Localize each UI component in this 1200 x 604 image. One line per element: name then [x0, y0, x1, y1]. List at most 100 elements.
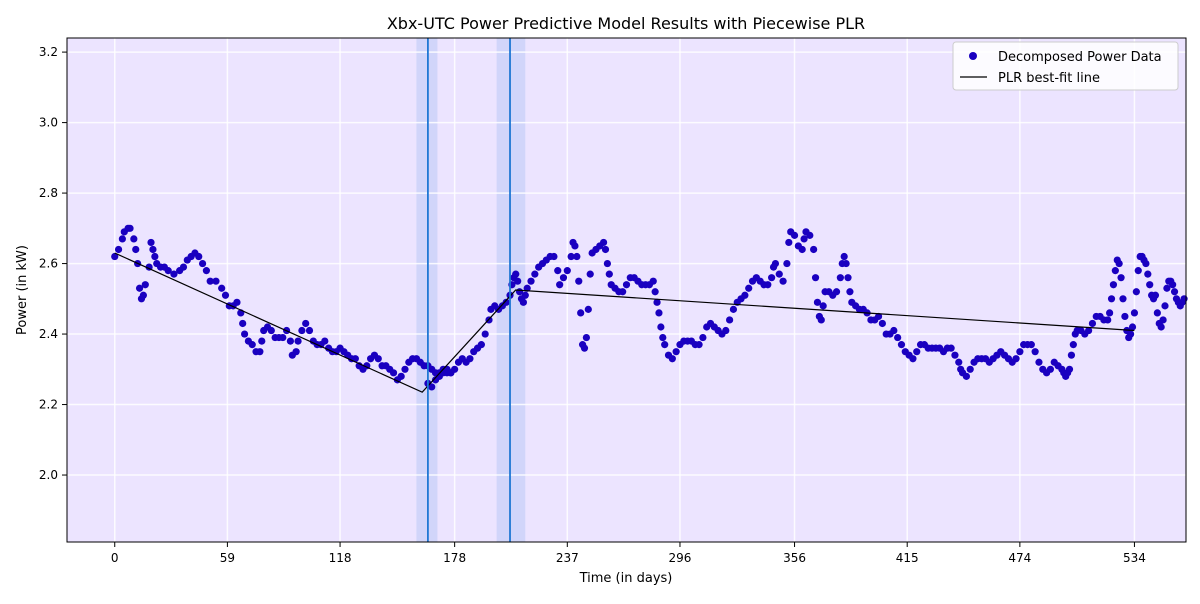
- data-point: [239, 319, 247, 328]
- data-point: [305, 326, 314, 335]
- data-point: [248, 341, 256, 349]
- data-point: [800, 235, 808, 243]
- data-point: [1016, 348, 1024, 356]
- data-point: [1127, 330, 1135, 338]
- data-point: [605, 270, 613, 278]
- data-point: [768, 274, 776, 282]
- data-point: [790, 231, 799, 239]
- data-point: [218, 284, 226, 292]
- data-point: [292, 348, 300, 356]
- data-point: [810, 245, 818, 254]
- x-tick-label: 356: [783, 551, 806, 565]
- data-point: [267, 326, 275, 335]
- data-point: [1161, 302, 1169, 310]
- data-point: [1104, 316, 1112, 324]
- data-point: [1180, 295, 1188, 303]
- data-point: [198, 259, 207, 268]
- data-point: [1128, 323, 1137, 331]
- plr-best-fit-line: [114, 252, 1135, 393]
- data-point: [890, 326, 898, 335]
- data-point: [955, 358, 963, 366]
- data-point: [601, 245, 610, 254]
- data-point: [1117, 274, 1125, 282]
- data-point: [695, 341, 703, 349]
- data-point: [672, 348, 680, 356]
- data-point: [649, 277, 657, 285]
- data-point: [798, 245, 806, 254]
- data-point: [114, 245, 123, 254]
- data-point: [531, 270, 539, 278]
- data-point: [1163, 284, 1171, 292]
- data-point: [1115, 259, 1123, 268]
- data-point: [1012, 355, 1020, 363]
- data-point: [842, 259, 850, 268]
- plot-background: [67, 38, 1186, 542]
- x-tick-label: 534: [1123, 551, 1146, 565]
- data-point: [374, 355, 382, 363]
- data-point: [118, 235, 126, 243]
- data-point: [111, 252, 119, 261]
- data-point: [559, 274, 568, 282]
- data-point: [212, 277, 220, 285]
- data-point: [514, 277, 522, 285]
- legend-label-decomposed: Decomposed Power Data: [998, 50, 1162, 65]
- data-point: [1121, 312, 1129, 321]
- data-point: [1119, 295, 1127, 303]
- data-point: [1031, 348, 1039, 356]
- data-point: [745, 284, 753, 292]
- chart-title: Xbx-UTC Power Predictive Model Results w…: [387, 14, 865, 33]
- data-point: [947, 344, 955, 352]
- data-point: [584, 305, 592, 313]
- data-point: [622, 281, 631, 289]
- data-point: [1027, 341, 1035, 349]
- data-point: [661, 341, 669, 349]
- data-point: [130, 235, 138, 243]
- data-point: [240, 330, 249, 338]
- data-point: [962, 372, 971, 380]
- data-point: [563, 267, 571, 275]
- data-point: [1035, 358, 1043, 366]
- changepoint-band-1: [416, 38, 438, 542]
- data-point: [556, 281, 564, 289]
- data-point: [1107, 295, 1116, 303]
- data-point: [321, 337, 329, 345]
- data-point: [233, 298, 241, 306]
- data-point: [519, 298, 527, 306]
- data-point: [527, 277, 535, 285]
- data-point: [298, 326, 306, 335]
- data-point: [126, 224, 134, 232]
- data-point: [722, 326, 730, 335]
- data-point: [813, 298, 822, 306]
- data-point: [1170, 288, 1179, 296]
- data-point: [139, 291, 147, 299]
- data-point: [1067, 351, 1076, 359]
- data-point: [302, 319, 310, 328]
- data-point: [575, 277, 583, 285]
- data-point: [577, 309, 585, 317]
- y-axis-label: Power (in kW): [15, 245, 30, 335]
- data-point: [554, 267, 562, 275]
- plot-frame: [66, 37, 1187, 543]
- data-point: [1169, 281, 1177, 289]
- data-point: [1085, 326, 1093, 335]
- data-point: [512, 270, 520, 278]
- data-point: [582, 333, 590, 342]
- data-point: [477, 341, 485, 349]
- x-tick-label: 59: [220, 551, 235, 565]
- y-tick-label: 3.2: [39, 45, 58, 59]
- data-point: [1111, 267, 1119, 275]
- data-point: [897, 341, 906, 349]
- data-point: [451, 365, 459, 373]
- data-point: [894, 333, 902, 342]
- data-point: [619, 288, 627, 296]
- data-point: [170, 270, 178, 278]
- data-point: [258, 337, 266, 345]
- data-point: [279, 333, 287, 342]
- data-point: [951, 351, 959, 359]
- data-point: [764, 281, 772, 289]
- data-point: [603, 259, 612, 268]
- data-point: [1088, 319, 1097, 328]
- data-point: [550, 252, 558, 261]
- data-point: [1106, 309, 1114, 317]
